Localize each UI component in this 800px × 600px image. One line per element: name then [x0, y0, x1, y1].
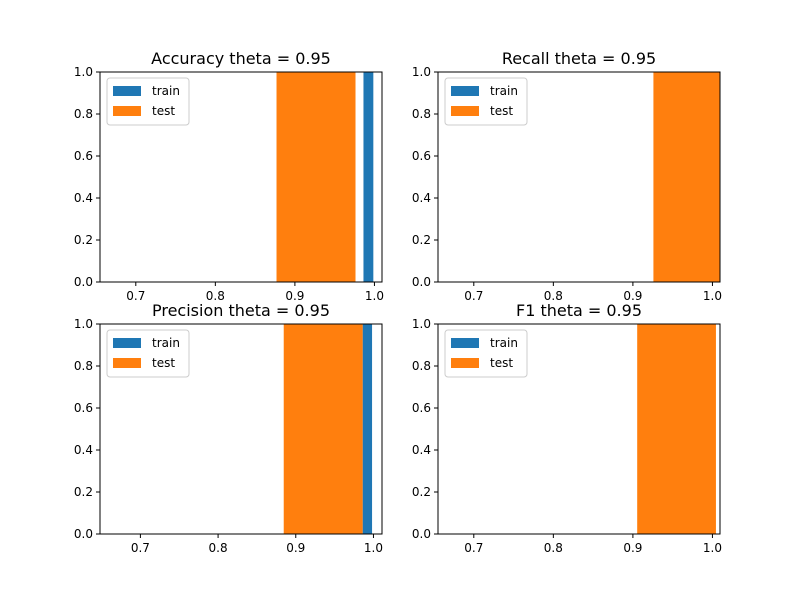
- accuracy-y-tick-label: 0.4: [74, 191, 93, 205]
- precision-legend-label-train: train: [152, 336, 180, 350]
- f1-chart-title: F1 theta = 0.95: [516, 301, 642, 320]
- recall-legend-swatch-test: [451, 106, 479, 116]
- f1-y-tick-label: 0.6: [412, 401, 431, 415]
- f1-x-tick-label: 0.9: [623, 541, 642, 555]
- recall-chart-title: Recall theta = 0.95: [502, 49, 656, 68]
- f1-x-tick-label: 0.7: [464, 541, 483, 555]
- f1-legend: train test: [444, 329, 528, 378]
- recall-x-tick-label: 0.8: [544, 289, 563, 303]
- accuracy-x-tick-label: 0.7: [126, 289, 145, 303]
- recall-legend-swatch-train: [451, 86, 479, 96]
- f1-axes-frame: [437, 323, 721, 535]
- precision-chart-title: Precision theta = 0.95: [152, 301, 330, 320]
- precision-subplot: 0.7 0.8 0.9 1.0 0.0 0.2 0.4 0.6 0.8 1.0 Precision …: [74, 301, 383, 555]
- accuracy-train-bar: [363, 72, 374, 282]
- accuracy-y-tick-label: 0.0: [74, 275, 93, 289]
- accuracy-legend-swatch-train: [113, 86, 141, 96]
- f1-y-tick-label: 0.8: [412, 359, 431, 373]
- accuracy-y-tick-label: 1.0: [74, 65, 93, 79]
- f1-y-tick-label: 0.0: [412, 527, 431, 541]
- precision-y-tick-label: 0.2: [74, 485, 93, 499]
- f1-y-tick-label: 0.2: [412, 485, 431, 499]
- accuracy-chart-title: Accuracy theta = 0.95: [151, 49, 331, 68]
- f1-test-bar: [637, 324, 716, 534]
- recall-legend: train test: [444, 77, 528, 126]
- precision-test-bar: [283, 324, 363, 534]
- f1-legend-label-train: train: [490, 336, 518, 350]
- accuracy-legend-swatch-test: [113, 106, 141, 116]
- recall-axes-frame: [437, 71, 721, 283]
- recall-x-tick-label: 1.0: [703, 289, 722, 303]
- precision-legend-swatch-test: [113, 358, 141, 368]
- accuracy-y-tick-label: 0.6: [74, 149, 93, 163]
- accuracy-y-tick-label: 0.8: [74, 107, 93, 121]
- precision-y-tick-label: 1.0: [74, 317, 93, 331]
- recall-x-tick-label: 0.7: [464, 289, 483, 303]
- f1-subplot: 0.7 0.8 0.9 1.0 0.0 0.2 0.4 0.6 0.8 1.0 F1 theta =…: [412, 301, 722, 555]
- recall-y-tick-label: 0.0: [412, 275, 431, 289]
- accuracy-subplot: 0.7 0.8 0.9 1.0 0.0 0.2 0.4 0.6 0.8 1.0 Accuracy t…: [74, 49, 384, 303]
- precision-y-tick-label: 0.8: [74, 359, 93, 373]
- recall-subplot: 0.7 0.8 0.9 1.0 0.0 0.2 0.4 0.6 0.8 1.0 Recall the…: [412, 49, 722, 303]
- precision-y-tick-label: 0.4: [74, 443, 93, 457]
- f1-x-tick-label: 0.8: [544, 541, 563, 555]
- precision-legend-swatch-train: [113, 338, 141, 348]
- f1-legend-swatch-test: [451, 358, 479, 368]
- f1-y-tick-label: 1.0: [412, 317, 431, 331]
- recall-test-bar: [653, 72, 720, 282]
- f1-legend-swatch-train: [451, 338, 479, 348]
- precision-axes-frame: [99, 323, 383, 535]
- accuracy-legend-label-train: train: [152, 84, 180, 98]
- recall-y-tick-label: 0.6: [412, 149, 431, 163]
- accuracy-x-tick-label: 0.8: [206, 289, 225, 303]
- precision-x-tick-label: 0.7: [131, 541, 150, 555]
- precision-x-tick-label: 0.8: [209, 541, 228, 555]
- recall-legend-label-test: test: [490, 104, 513, 118]
- accuracy-legend-label-test: test: [152, 104, 175, 118]
- recall-legend-label-train: train: [490, 84, 518, 98]
- f1-y-tick-label: 0.4: [412, 443, 431, 457]
- precision-legend-label-test: test: [152, 356, 175, 370]
- precision-x-tick-label: 1.0: [364, 541, 383, 555]
- f1-x-tick-label: 1.0: [703, 541, 722, 555]
- precision-y-tick-label: 0.0: [74, 527, 93, 541]
- precision-x-tick-label: 0.9: [286, 541, 305, 555]
- accuracy-axes-frame: [99, 71, 383, 283]
- accuracy-x-tick-label: 1.0: [365, 289, 384, 303]
- accuracy-y-tick-label: 0.2: [74, 233, 93, 247]
- precision-legend: train test: [106, 329, 190, 378]
- recall-x-tick-label: 0.9: [623, 289, 642, 303]
- f1-legend-label-test: test: [490, 356, 513, 370]
- precision-y-tick-label: 0.6: [74, 401, 93, 415]
- recall-y-tick-label: 0.2: [412, 233, 431, 247]
- accuracy-test-bar: [276, 72, 356, 282]
- recall-y-tick-label: 1.0: [412, 65, 431, 79]
- accuracy-x-tick-label: 0.9: [285, 289, 304, 303]
- recall-y-tick-label: 0.8: [412, 107, 431, 121]
- precision-train-bar: [362, 324, 373, 534]
- recall-y-tick-label: 0.4: [412, 191, 431, 205]
- accuracy-legend: train test: [106, 77, 190, 126]
